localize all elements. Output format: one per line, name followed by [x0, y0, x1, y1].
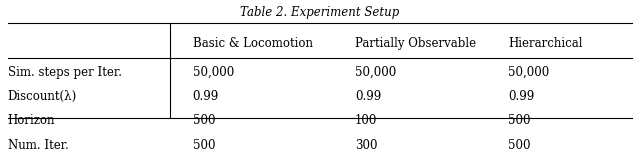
Text: Basic & Locomotion: Basic & Locomotion: [193, 37, 312, 50]
Text: 50,000: 50,000: [193, 66, 234, 79]
Text: Partially Observable: Partially Observable: [355, 37, 476, 50]
Text: 0.99: 0.99: [508, 90, 534, 103]
Text: 0.99: 0.99: [193, 90, 219, 103]
Text: 100: 100: [355, 114, 378, 127]
Text: 50,000: 50,000: [355, 66, 396, 79]
Text: Table 2. Experiment Setup: Table 2. Experiment Setup: [241, 6, 399, 19]
Text: Sim. steps per Iter.: Sim. steps per Iter.: [8, 66, 122, 79]
Text: Num. Iter.: Num. Iter.: [8, 139, 68, 152]
Text: 300: 300: [355, 139, 378, 152]
Text: Horizon: Horizon: [8, 114, 55, 127]
Text: Hierarchical: Hierarchical: [508, 37, 582, 50]
Text: 500: 500: [193, 139, 215, 152]
Text: 50,000: 50,000: [508, 66, 549, 79]
Text: 500: 500: [193, 114, 215, 127]
Text: 500: 500: [508, 139, 531, 152]
Text: 500: 500: [508, 114, 531, 127]
Text: Discount(λ): Discount(λ): [8, 90, 77, 103]
Text: 0.99: 0.99: [355, 90, 381, 103]
